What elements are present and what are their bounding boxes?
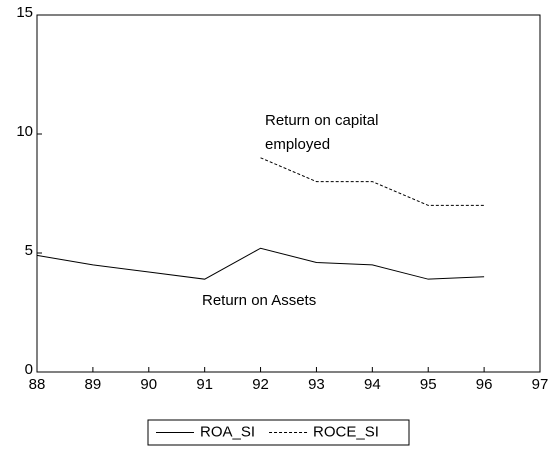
x-tick-label: 90 [140,376,157,393]
x-tick-label: 95 [420,376,437,393]
plot-frame [36,14,541,373]
annotation: employed [265,136,330,153]
x-tick-label: 93 [308,376,325,393]
legend-box [147,419,410,446]
legend-label: ROA_SI [200,423,255,440]
line-series [36,247,485,280]
line-series [260,157,485,206]
annotation: Return on capital [265,112,378,129]
y-tick-label: 15 [16,4,33,21]
x-tick-label: 91 [196,376,213,393]
y-tick-label: 5 [25,242,33,259]
x-tick-label: 88 [29,376,46,393]
x-tick-label: 94 [364,376,381,393]
legend-label: ROCE_SI [313,423,379,440]
x-tick-label: 89 [85,376,102,393]
x-tick-label: 92 [252,376,269,393]
y-tick-label: 0 [25,361,33,378]
annotation: Return on Assets [202,292,316,309]
y-tick-label: 10 [16,123,33,140]
x-tick-label: 97 [532,376,549,393]
x-tick-label: 96 [476,376,493,393]
